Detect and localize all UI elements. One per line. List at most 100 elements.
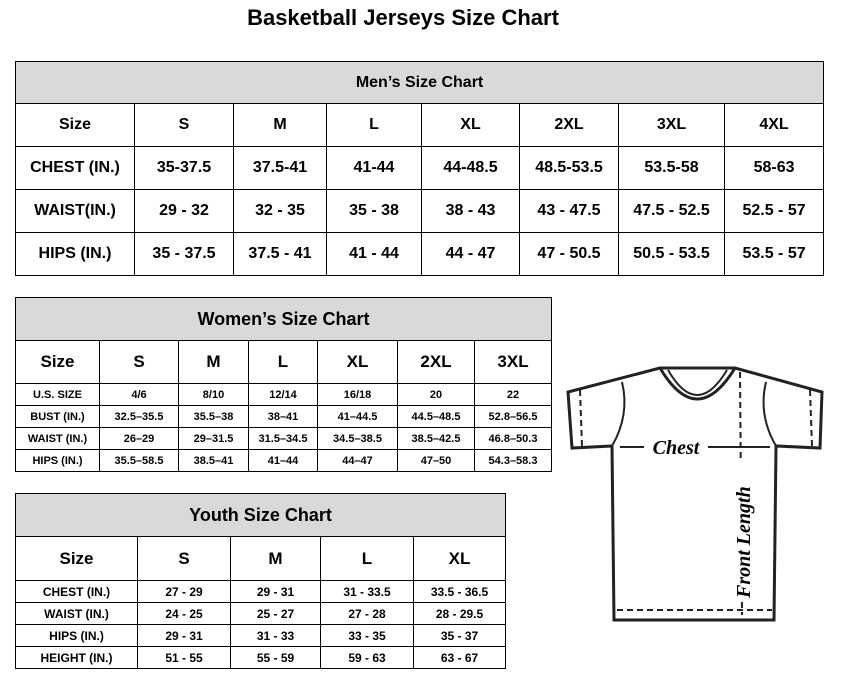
table-row: BUST (IN.) 32.5–35.5 35.5–38 38–41 41–44.5 44…: [15, 405, 553, 428]
table-cell: XL: [412, 536, 507, 581]
row-label: BUST (IN.): [15, 405, 100, 428]
table-cell: 41–44: [248, 449, 318, 472]
table-cell: 3XL: [473, 340, 553, 384]
table-row: HEIGHT (IN.) 51 - 55 55 - 59 59 - 63 63 - 67: [15, 646, 507, 669]
row-label: Size: [15, 340, 100, 384]
front-length-label: Front Length: [733, 486, 755, 599]
table-cell: 41–44.5: [317, 405, 398, 428]
table-cell: 28 - 29.5: [412, 602, 507, 625]
jersey-diagram: Chest Front Length: [566, 366, 824, 622]
table-cell: 31 - 33: [230, 624, 321, 647]
table-cell: 20: [397, 383, 475, 406]
table-cell: 38.5–41: [178, 449, 249, 472]
table-heading: Women’s Size Chart: [14, 297, 553, 341]
table-row: CHEST (IN.) 35-37.5 37.5-41 41-44 44-48.5 48.…: [15, 146, 825, 190]
row-label: U.S. SIZE: [15, 383, 100, 406]
table-cell: 2XL: [519, 103, 619, 147]
table-cell: 44.5–48.5: [397, 405, 475, 428]
table-cell: 34.5–38.5: [317, 427, 398, 450]
row-label: CHEST (IN.): [15, 580, 138, 603]
table-cell: 16/18: [317, 383, 398, 406]
table-cell: 3XL: [618, 103, 725, 147]
table-cell: 58-63: [723, 146, 825, 190]
size-header-row: Size S M L XL: [15, 536, 507, 581]
table-cell: 38 - 43: [421, 189, 520, 233]
table-row: WAIST (IN.) 26–29 29–31.5 31.5–34.5 34.5–38.…: [15, 427, 553, 450]
table-cell: 27 - 28: [320, 602, 414, 625]
table-cell: 38.5–42.5: [397, 427, 475, 450]
youth-size-table: Youth Size Chart Size S M L XL CHEST (IN.) 27 …: [14, 493, 507, 669]
table-cell: 27 - 29: [137, 580, 231, 603]
table-cell: 32.5–35.5: [99, 405, 179, 428]
row-label: HIPS (IN.): [15, 232, 135, 276]
table-row: HIPS (IN.) 35 - 37.5 37.5 - 41 41 - 44 44 - …: [15, 232, 825, 276]
table-cell: M: [233, 103, 327, 147]
table-cell: 8/10: [178, 383, 249, 406]
table-row: U.S. SIZE 4/6 8/10 12/14 16/18 20 22: [15, 383, 553, 406]
table-cell: L: [248, 340, 318, 384]
table-row: WAIST (IN.) 24 - 25 25 - 27 27 - 28 28 - 29.…: [15, 602, 507, 625]
table-cell: 44-48.5: [421, 146, 520, 190]
table-cell: 55 - 59: [230, 646, 321, 669]
table-cell: 33 - 35: [320, 624, 414, 647]
table-cell: 43 - 47.5: [519, 189, 619, 233]
table-cell: 25 - 27: [230, 602, 321, 625]
table-cell: 35 - 38: [326, 189, 422, 233]
table-cell: 38–41: [248, 405, 318, 428]
table-cell: 35 - 37.5: [134, 232, 234, 276]
row-label: HIPS (IN.): [15, 449, 100, 472]
table-cell: 35 - 37: [412, 624, 507, 647]
table-cell: 44 - 47: [421, 232, 520, 276]
table-cell: 41-44: [326, 146, 422, 190]
table-cell: 35.5–38: [178, 405, 249, 428]
row-label: Size: [15, 536, 138, 581]
table-cell: 47 - 50.5: [519, 232, 619, 276]
table-cell: 31 - 33.5: [320, 580, 414, 603]
table-cell: 12/14: [248, 383, 318, 406]
table-cell: 50.5 - 53.5: [618, 232, 725, 276]
table-heading: Men’s Size Chart: [14, 61, 825, 104]
table-cell: 33.5 - 36.5: [412, 580, 507, 603]
row-label: CHEST (IN.): [15, 146, 135, 190]
table-cell: 53.5-58: [618, 146, 725, 190]
table-cell: 54.3–58.3: [473, 449, 553, 472]
table-cell: 35-37.5: [134, 146, 234, 190]
row-label: HEIGHT (IN.): [15, 646, 138, 669]
table-cell: 37.5-41: [233, 146, 327, 190]
table-cell: 29 - 32: [134, 189, 234, 233]
table-cell: XL: [421, 103, 520, 147]
table-cell: L: [326, 103, 422, 147]
table-cell: L: [320, 536, 414, 581]
table-cell: 41 - 44: [326, 232, 422, 276]
table-cell: 4XL: [723, 103, 825, 147]
table-cell: XL: [317, 340, 398, 384]
table-cell: S: [134, 103, 234, 147]
table-cell: 52.8–56.5: [473, 405, 553, 428]
table-cell: 37.5 - 41: [233, 232, 327, 276]
page-title: Basketball Jerseys Size Chart: [247, 5, 559, 30]
table-cell: S: [99, 340, 179, 384]
table-cell: 47–50: [397, 449, 475, 472]
table-cell: 48.5-53.5: [519, 146, 619, 190]
table-cell: 29–31.5: [178, 427, 249, 450]
table-cell: 22: [473, 383, 553, 406]
size-header-row: Size S M L XL 2XL 3XL: [15, 340, 553, 384]
table-cell: 63 - 67: [412, 646, 507, 669]
table-cell: 59 - 63: [320, 646, 414, 669]
table-cell: 47.5 - 52.5: [618, 189, 725, 233]
table-cell: 51 - 55: [137, 646, 231, 669]
table-heading: Youth Size Chart: [14, 493, 507, 537]
chest-label: Chest: [653, 437, 701, 459]
row-label: WAIST (IN.): [15, 602, 138, 625]
table-cell: 52.5 - 57: [723, 189, 825, 233]
table-row: HIPS (IN.) 35.5–58.5 38.5–41 41–44 44–47 47–5…: [15, 449, 553, 472]
table-cell: 53.5 - 57: [723, 232, 825, 276]
table-cell: 4/6: [99, 383, 179, 406]
table-cell: 35.5–58.5: [99, 449, 179, 472]
table-cell: 31.5–34.5: [248, 427, 318, 450]
jersey-outline: [566, 366, 824, 622]
table-cell: 32 - 35: [233, 189, 327, 233]
table-row: CHEST (IN.) 27 - 29 29 - 31 31 - 33.5 33.5 -…: [15, 580, 507, 603]
table-cell: S: [137, 536, 231, 581]
size-header-row: Size S M L XL 2XL 3XL 4XL: [15, 103, 825, 147]
